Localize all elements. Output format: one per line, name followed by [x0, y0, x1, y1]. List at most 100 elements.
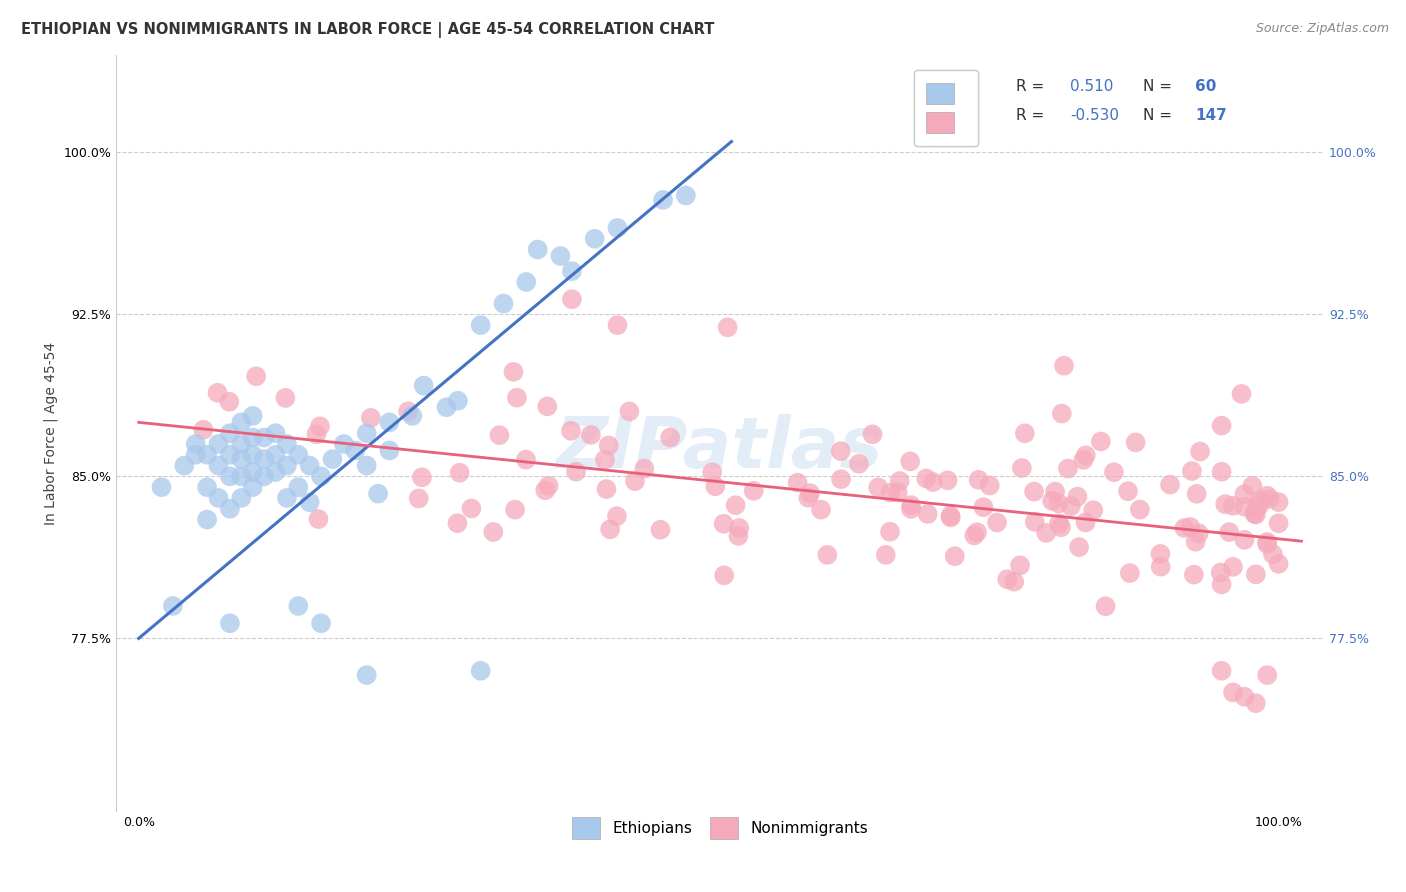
Text: 60: 60 [1195, 79, 1216, 95]
Point [1047, 516, 1070, 531]
Point [900, 498, 922, 512]
Point [515, 275, 537, 289]
Point [606, 318, 628, 333]
Point [939, 510, 962, 524]
Point [231, 452, 253, 467]
Point [287, 480, 309, 494]
Point [305, 427, 328, 442]
Point [1022, 484, 1045, 499]
Point [875, 548, 897, 562]
Point [287, 599, 309, 613]
Point [1233, 533, 1256, 547]
Point [1209, 566, 1232, 580]
Point [1181, 464, 1204, 478]
Point [1185, 487, 1208, 501]
Point [1035, 525, 1057, 540]
Point [537, 479, 560, 493]
Point [1256, 668, 1278, 682]
Point [1094, 599, 1116, 614]
Point [1060, 499, 1083, 513]
Point [550, 249, 572, 263]
Point [1053, 359, 1076, 373]
Point [995, 572, 1018, 586]
Point [619, 404, 641, 418]
Point [184, 448, 207, 462]
Point [1189, 444, 1212, 458]
Point [986, 516, 1008, 530]
Point [810, 502, 832, 516]
Point [309, 616, 332, 631]
Point [560, 424, 582, 438]
Point [506, 391, 529, 405]
Point [488, 428, 510, 442]
Point [1067, 540, 1090, 554]
Point [1261, 547, 1284, 561]
Point [1102, 465, 1125, 479]
Point [298, 495, 321, 509]
Point [886, 485, 908, 500]
Point [1244, 567, 1267, 582]
Point [298, 458, 321, 473]
Point [593, 452, 616, 467]
Point [1241, 479, 1264, 493]
Point [830, 444, 852, 458]
Point [1244, 508, 1267, 522]
Point [446, 516, 468, 531]
Point [797, 491, 820, 505]
Point [231, 437, 253, 451]
Point [253, 469, 276, 483]
Point [717, 320, 740, 334]
Text: 147: 147 [1195, 108, 1226, 123]
Point [184, 437, 207, 451]
Point [1211, 465, 1233, 479]
Point [1233, 690, 1256, 704]
Point [1256, 537, 1278, 551]
Point [231, 491, 253, 505]
Point [1222, 499, 1244, 513]
Point [742, 483, 765, 498]
Point [1180, 520, 1202, 534]
Point [1243, 507, 1265, 521]
Point [207, 385, 229, 400]
Point [879, 485, 901, 500]
Point [1211, 577, 1233, 591]
Point [344, 443, 367, 458]
Point [1043, 484, 1066, 499]
Point [862, 427, 884, 442]
Point [1050, 407, 1073, 421]
Point [408, 491, 430, 506]
Point [922, 475, 945, 489]
Text: R =: R = [1017, 79, 1049, 95]
Point [972, 500, 994, 515]
Text: -0.530: -0.530 [1070, 108, 1119, 123]
Point [1090, 434, 1112, 449]
Point [195, 448, 218, 462]
Text: N =: N = [1143, 108, 1177, 123]
Legend: Ethiopians, Nonimmigrants: Ethiopians, Nonimmigrants [567, 812, 875, 845]
Point [1244, 503, 1267, 517]
Point [879, 524, 901, 539]
Point [848, 457, 870, 471]
Point [889, 474, 911, 488]
Point [713, 568, 735, 582]
Point [515, 452, 537, 467]
Point [1222, 560, 1244, 574]
Point [195, 512, 218, 526]
Point [1074, 516, 1097, 530]
Point [245, 369, 267, 384]
Point [1244, 696, 1267, 710]
Text: ETHIOPIAN VS NONIMMIGRANTS IN LABOR FORCE | AGE 45-54 CORRELATION CHART: ETHIOPIAN VS NONIMMIGRANTS IN LABOR FORC… [21, 22, 714, 38]
Point [412, 378, 434, 392]
Point [207, 491, 229, 505]
Text: 0.510: 0.510 [1070, 79, 1114, 95]
Point [482, 524, 505, 539]
Point [449, 466, 471, 480]
Point [799, 486, 821, 500]
Text: Source: ZipAtlas.com: Source: ZipAtlas.com [1256, 22, 1389, 36]
Point [963, 528, 986, 542]
Point [492, 296, 515, 310]
Point [231, 469, 253, 483]
Point [561, 264, 583, 278]
Point [242, 465, 264, 479]
Point [1014, 426, 1036, 441]
